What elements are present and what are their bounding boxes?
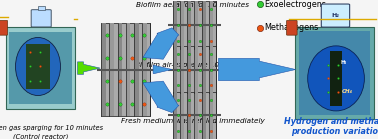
Polygon shape <box>143 28 179 59</box>
Polygon shape <box>218 58 296 81</box>
Polygon shape <box>77 62 100 74</box>
Text: Hydrogen and methane: Hydrogen and methane <box>284 117 378 126</box>
Text: Methanogens: Methanogens <box>265 23 319 32</box>
Bar <box>209 92 213 139</box>
Text: (Control reactor): (Control reactor) <box>13 133 68 139</box>
FancyBboxPatch shape <box>0 20 8 35</box>
Bar <box>173 1 216 49</box>
FancyBboxPatch shape <box>295 27 374 119</box>
Text: H₂: H₂ <box>341 60 347 65</box>
Bar <box>26 44 50 89</box>
Bar <box>118 23 122 116</box>
Bar <box>202 1 206 49</box>
Text: CH₄: CH₄ <box>342 90 353 94</box>
Bar <box>110 23 114 116</box>
FancyBboxPatch shape <box>6 27 75 109</box>
Text: Nitrogen gas sparging for 10 minutes: Nitrogen gas sparging for 10 minutes <box>0 125 104 131</box>
Bar <box>38 6 45 10</box>
Text: Fresh medium was refilled immediately: Fresh medium was refilled immediately <box>121 117 265 124</box>
Ellipse shape <box>308 46 364 111</box>
Bar <box>101 23 106 116</box>
Text: production variation: production variation <box>291 127 378 136</box>
Polygon shape <box>153 65 172 74</box>
Bar <box>134 23 139 116</box>
Bar <box>202 46 206 93</box>
Bar <box>195 92 198 139</box>
Bar <box>173 46 177 93</box>
FancyBboxPatch shape <box>31 10 51 27</box>
Bar <box>173 46 216 93</box>
Bar <box>209 46 213 93</box>
Bar <box>101 23 150 116</box>
Bar <box>195 1 198 49</box>
FancyBboxPatch shape <box>299 31 370 115</box>
Bar <box>187 46 191 93</box>
Bar <box>195 46 198 93</box>
Text: Biofilm aeration for 10 minutes: Biofilm aeration for 10 minutes <box>136 2 249 8</box>
Ellipse shape <box>15 38 60 95</box>
Text: Exoelectrogens: Exoelectrogens <box>265 0 327 9</box>
Bar <box>187 1 191 49</box>
Bar <box>173 92 177 139</box>
FancyBboxPatch shape <box>287 20 297 35</box>
Bar <box>202 92 206 139</box>
Bar <box>187 92 191 139</box>
Text: Biofilm air-exposure 10 minutes: Biofilm air-exposure 10 minutes <box>135 62 251 68</box>
Bar <box>180 46 184 93</box>
Bar <box>180 1 184 49</box>
Bar <box>142 23 147 116</box>
FancyBboxPatch shape <box>9 32 72 104</box>
Bar <box>180 92 184 139</box>
Bar <box>330 51 342 106</box>
FancyBboxPatch shape <box>321 4 350 27</box>
Bar <box>173 1 177 49</box>
Polygon shape <box>143 81 179 113</box>
Text: H₂: H₂ <box>332 13 339 18</box>
Bar <box>173 92 216 139</box>
Bar <box>126 23 130 116</box>
Bar <box>209 1 213 49</box>
